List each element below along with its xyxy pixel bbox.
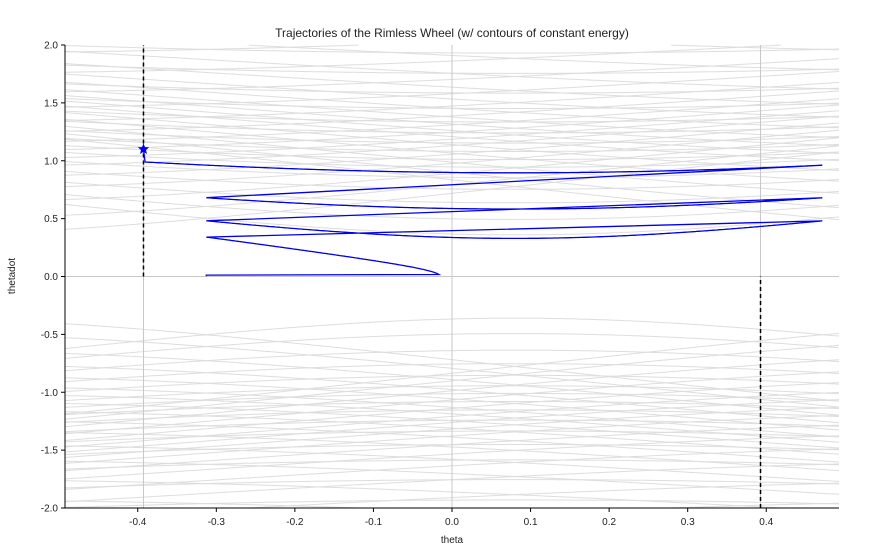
y-ticks: 2.0 1.5 1.0 0.5 0.0 -0.5 -1.0 -1.5 -2.0 bbox=[41, 41, 65, 515]
x-axis-label: theta bbox=[441, 535, 464, 546]
energy-contour bbox=[248, 44, 840, 71]
x-tick-label: 0.0 bbox=[445, 517, 459, 528]
trajectory-line bbox=[142, 149, 823, 277]
energy-contour bbox=[65, 44, 781, 73]
x-tick-label: -0.2 bbox=[286, 517, 304, 528]
y-tick-label: -0.5 bbox=[41, 330, 59, 341]
y-tick-label: -1.5 bbox=[41, 446, 59, 457]
x-tick-label: -0.3 bbox=[208, 517, 226, 528]
trajectory-series bbox=[137, 143, 823, 277]
reference-lines bbox=[65, 45, 839, 508]
x-tick-label: 0.3 bbox=[681, 517, 695, 528]
y-tick-label: -2.0 bbox=[41, 504, 59, 515]
y-axis-label: thetadot bbox=[7, 258, 18, 294]
x-tick-label: -0.1 bbox=[365, 517, 383, 528]
x-tick-label: 0.4 bbox=[759, 517, 773, 528]
energy-contour bbox=[64, 44, 359, 53]
energy-contour bbox=[671, 44, 840, 51]
impact-boundaries bbox=[142, 45, 762, 508]
y-tick-label: 1.0 bbox=[44, 156, 58, 167]
energy-contour bbox=[65, 480, 781, 509]
y-tick-label: 0.0 bbox=[44, 272, 58, 283]
energy-contour bbox=[671, 502, 840, 509]
y-tick-label: -1.0 bbox=[41, 388, 59, 399]
y-tick-label: 0.5 bbox=[44, 214, 58, 225]
y-tick-label: 1.5 bbox=[44, 98, 58, 109]
x-tick-label: 0.2 bbox=[602, 517, 616, 528]
x-tick-label: 0.1 bbox=[524, 517, 538, 528]
x-tick-label: -0.4 bbox=[129, 517, 147, 528]
energy-contour bbox=[248, 482, 840, 509]
chart-title: Trajectories of the Rimless Wheel (w/ co… bbox=[275, 26, 629, 40]
y-tick-label: 2.0 bbox=[44, 41, 58, 52]
energy-contour bbox=[64, 500, 359, 509]
x-ticks: -0.4 -0.3 -0.2 -0.1 0.0 0.1 0.2 0.3 0.4 bbox=[129, 508, 774, 528]
start-point-marker bbox=[137, 143, 150, 154]
